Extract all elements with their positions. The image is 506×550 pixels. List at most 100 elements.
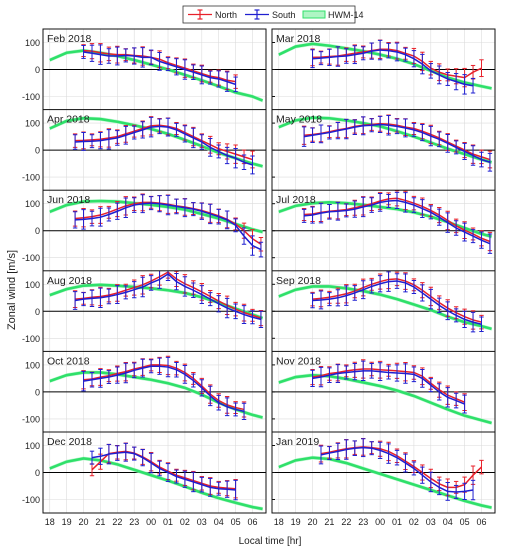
south-series (81, 356, 247, 420)
panel-may-2018: May 2018 (271, 109, 496, 192)
panel-title: Aug 2018 (47, 275, 92, 287)
south-series (310, 39, 476, 95)
south-line (312, 370, 465, 405)
panel-nov-2018: Nov 2018 (271, 350, 496, 433)
series-group (49, 116, 263, 175)
panel-title: Jun 2018 (47, 194, 90, 206)
hwm14-band (278, 455, 492, 510)
x-tick-label: 03 (197, 517, 207, 527)
hwm14-line (49, 457, 263, 511)
series-group (278, 359, 492, 425)
y-tick-label: 0 (35, 226, 40, 236)
legend-label-hwm14: HWM-14 (328, 10, 364, 20)
x-tick-label: 21 (95, 517, 105, 527)
y-tick-label: -100 (22, 92, 40, 102)
legend-entry-hwm14: HWM-14 (302, 10, 364, 20)
x-tick-label: 23 (358, 517, 368, 527)
south-series (310, 271, 484, 333)
x-tick-label: 04 (214, 517, 224, 527)
hwm14-band (49, 48, 263, 103)
x-tick-label: 18 (274, 517, 284, 527)
x-tick-label: 02 (180, 517, 190, 527)
south-series (318, 438, 476, 501)
panel-title: Mar 2018 (276, 33, 321, 45)
x-axis-label: Local time [hr] (239, 536, 302, 547)
y-tick-label: 0 (35, 65, 40, 75)
y-tick-label: 100 (25, 119, 40, 129)
y-tick-label: 100 (25, 199, 40, 209)
y-tick-label: 100 (25, 38, 40, 48)
y-tick-label: 0 (35, 307, 40, 317)
series-group (278, 437, 492, 510)
x-tick-label: 18 (45, 517, 55, 527)
south-line (304, 199, 491, 245)
y-tick-label: -100 (22, 495, 40, 505)
x-tick-label: 20 (308, 517, 318, 527)
hwm14-line (278, 285, 492, 331)
y-tick-label: 100 (25, 441, 40, 451)
panel-aug-2018: Aug 2018 100 0 -100 (22, 270, 267, 353)
south-series (72, 270, 264, 328)
series-group (49, 43, 264, 103)
south-line (75, 125, 253, 166)
y-tick-label: -100 (22, 334, 40, 344)
series-group (278, 270, 492, 333)
hwm14-line (278, 456, 492, 509)
south-line (91, 451, 236, 491)
y-tick-label: -100 (22, 414, 40, 424)
x-tick-label: 21 (324, 517, 334, 527)
y-tick-label: 0 (35, 146, 40, 156)
panel-title: May 2018 (276, 114, 322, 126)
panel-mar-2018: Mar 2018 (271, 28, 496, 111)
south-line (74, 273, 262, 321)
x-tick-labels: 18 19 20 21 22 23 00 01 02 03 04 05 06 18 19 20 21 22 23 00… (45, 517, 487, 527)
x-tick-label: 00 (375, 517, 385, 527)
panel-apr-2018: Apr 2018 100 0 -100 (22, 109, 267, 192)
south-line (320, 446, 474, 493)
x-tick-label: 01 (392, 517, 402, 527)
panel-feb-2018: Feb 2018 100 0 -100 (22, 28, 267, 111)
south-series (301, 115, 493, 172)
series-group (49, 355, 263, 420)
series-group (49, 270, 264, 328)
panel-title: Feb 2018 (47, 33, 92, 45)
panel-dec-2018: Dec 2018 100 0 -100 (22, 431, 267, 514)
x-tick-label: 05 (460, 517, 470, 527)
x-tick-label: 19 (291, 517, 301, 527)
x-tick-label: 02 (409, 517, 419, 527)
panel-oct-2018: Oct 2018 100 0 -100 (22, 350, 267, 433)
series-group (49, 442, 263, 511)
panel-title: Oct 2018 (47, 355, 90, 367)
north-line (75, 124, 253, 161)
panel-title: Nov 2018 (276, 355, 321, 367)
north-line (83, 364, 245, 411)
south-line (312, 49, 474, 87)
x-tick-label: 04 (443, 517, 453, 527)
series-group (278, 114, 493, 172)
y-axis-label: Zonal wind [m/s] (6, 250, 18, 330)
plot-frame (42, 431, 267, 514)
y-tick-label: 100 (25, 360, 40, 370)
panel-title: Apr 2018 (47, 114, 90, 126)
x-tick-label: 19 (62, 517, 72, 527)
legend-entry-north: North (188, 9, 237, 20)
south-line (303, 123, 491, 163)
panel-jul-2018: Jul 2018 (271, 189, 496, 272)
y-tick-label: -100 (22, 253, 40, 263)
x-tick-label: 22 (341, 517, 351, 527)
legend-label-north: North (215, 10, 237, 20)
series-group (278, 39, 492, 95)
south-series (72, 116, 255, 175)
legend-entry-south: South (245, 9, 296, 20)
series-group (49, 193, 264, 258)
legend-label-south: South (272, 10, 296, 20)
south-line (83, 51, 236, 86)
hwm14-line (278, 201, 492, 238)
panel-title: Jul 2018 (276, 194, 316, 206)
x-tick-label: 20 (79, 517, 89, 527)
south-series (301, 191, 493, 254)
x-tick-label: 00 (146, 517, 156, 527)
south-line (312, 280, 482, 325)
y-tick-label: 100 (25, 280, 40, 290)
